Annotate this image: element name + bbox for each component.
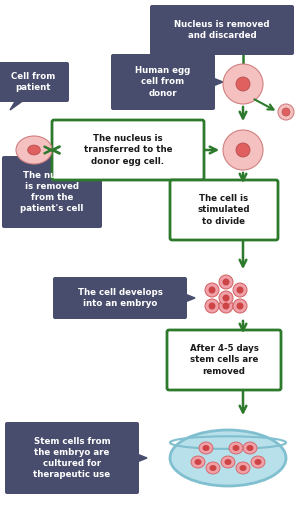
FancyBboxPatch shape (170, 180, 278, 240)
Text: The cell is
stimulated
to divide: The cell is stimulated to divide (198, 194, 250, 226)
Ellipse shape (236, 462, 250, 474)
Ellipse shape (243, 442, 257, 454)
FancyBboxPatch shape (0, 62, 69, 102)
Ellipse shape (251, 456, 265, 468)
Ellipse shape (221, 456, 235, 468)
Ellipse shape (205, 299, 219, 313)
Ellipse shape (240, 465, 247, 471)
Ellipse shape (209, 303, 216, 309)
Text: The cell develops
into an embryo: The cell develops into an embryo (78, 288, 162, 308)
Text: Cell from
patient: Cell from patient (11, 72, 55, 92)
Ellipse shape (209, 286, 216, 294)
Ellipse shape (233, 283, 247, 297)
Polygon shape (137, 454, 147, 462)
FancyBboxPatch shape (150, 5, 294, 55)
Ellipse shape (195, 459, 202, 465)
Ellipse shape (236, 77, 250, 91)
Ellipse shape (219, 299, 233, 313)
Polygon shape (181, 53, 195, 63)
Polygon shape (10, 100, 24, 110)
Polygon shape (185, 294, 195, 302)
Ellipse shape (219, 275, 233, 289)
Ellipse shape (233, 445, 240, 451)
Ellipse shape (223, 303, 230, 309)
Ellipse shape (206, 462, 220, 474)
FancyBboxPatch shape (2, 156, 102, 228)
Ellipse shape (209, 465, 216, 471)
Ellipse shape (236, 143, 250, 157)
Ellipse shape (233, 299, 247, 313)
FancyBboxPatch shape (111, 54, 215, 110)
FancyBboxPatch shape (52, 120, 204, 180)
Ellipse shape (199, 442, 213, 454)
FancyBboxPatch shape (167, 330, 281, 390)
Ellipse shape (223, 278, 230, 285)
FancyBboxPatch shape (5, 422, 139, 494)
Ellipse shape (202, 445, 209, 451)
Polygon shape (213, 78, 223, 86)
Ellipse shape (237, 303, 244, 309)
Text: Human egg
cell from
donor: Human egg cell from donor (135, 66, 191, 98)
Ellipse shape (224, 459, 232, 465)
Ellipse shape (191, 456, 205, 468)
Ellipse shape (223, 130, 263, 170)
FancyBboxPatch shape (53, 277, 187, 319)
Ellipse shape (16, 136, 52, 164)
Text: The nucleus is
transferred to the
donor egg cell.: The nucleus is transferred to the donor … (84, 134, 172, 166)
Text: Nucleus is removed
and discarded: Nucleus is removed and discarded (174, 20, 270, 40)
Ellipse shape (229, 442, 243, 454)
Text: Stem cells from
the embryo are
cultured for
therapeutic use: Stem cells from the embryo are cultured … (33, 437, 111, 479)
Ellipse shape (170, 430, 286, 486)
Ellipse shape (223, 295, 230, 302)
Ellipse shape (205, 283, 219, 297)
Ellipse shape (254, 459, 261, 465)
Ellipse shape (219, 291, 233, 305)
Circle shape (278, 104, 294, 120)
Polygon shape (68, 148, 82, 158)
Text: After 4-5 days
stem cells are
removed: After 4-5 days stem cells are removed (190, 344, 258, 376)
Ellipse shape (223, 64, 263, 104)
Text: The nucleus
is removed
from the
patient's cell: The nucleus is removed from the patient'… (20, 171, 84, 213)
Ellipse shape (237, 286, 244, 294)
Ellipse shape (28, 145, 40, 155)
Ellipse shape (247, 445, 254, 451)
Circle shape (282, 108, 290, 116)
